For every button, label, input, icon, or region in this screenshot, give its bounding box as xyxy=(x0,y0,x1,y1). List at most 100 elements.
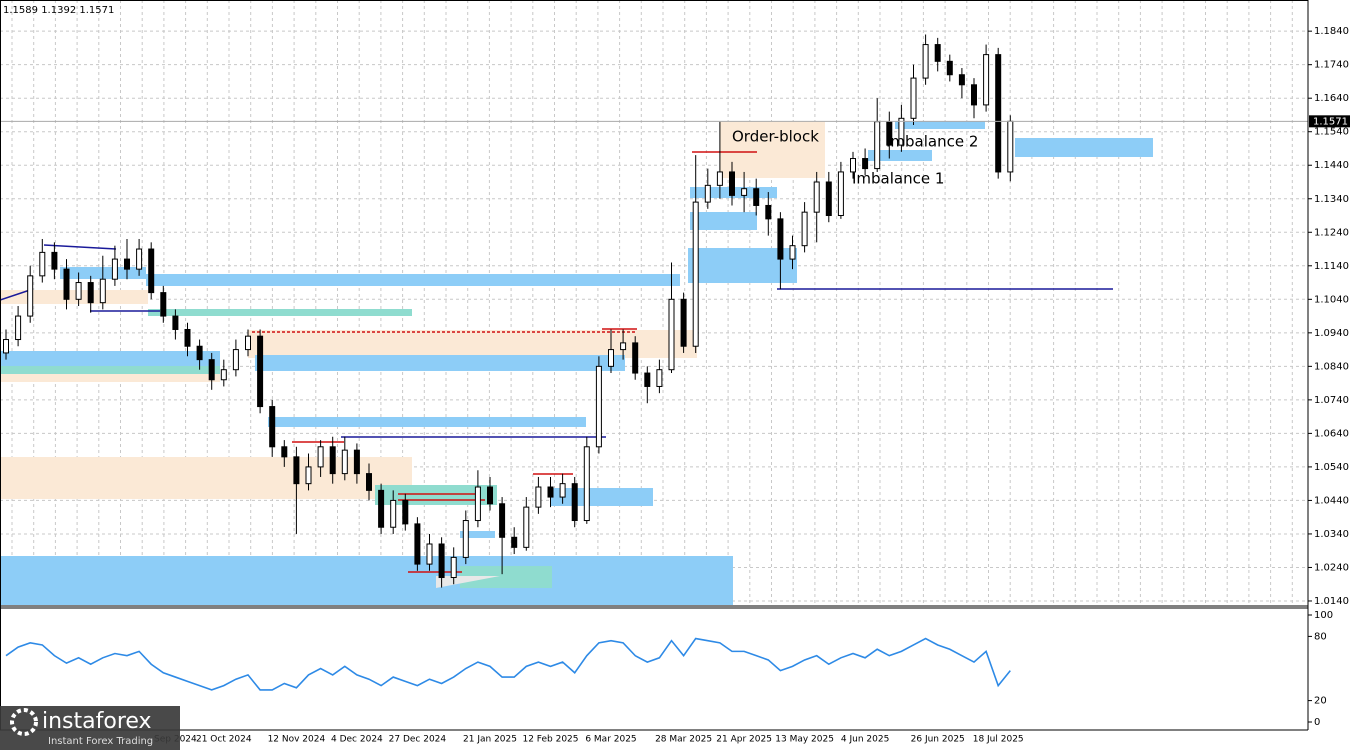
candle-body xyxy=(184,328,191,347)
candle-body xyxy=(511,536,518,548)
candle-body xyxy=(124,258,130,270)
order-block-zone xyxy=(0,457,412,499)
imbalance-zone xyxy=(690,212,757,230)
y-tick-label: 1.1840 xyxy=(1314,26,1349,37)
level-line xyxy=(0,289,31,301)
candle-body xyxy=(898,117,905,146)
x-tick-label: 21 Jan 2025 xyxy=(463,735,517,745)
y-tick-label: 1.1540 xyxy=(1314,127,1349,138)
candle-body xyxy=(547,486,554,498)
candle-body xyxy=(608,349,614,367)
logo-brand: instaforex xyxy=(42,709,152,734)
y-tick-label: 0 xyxy=(1314,717,1320,728)
candle-body xyxy=(63,268,70,300)
y-tick-label: 1.0440 xyxy=(1314,495,1349,506)
candle-body xyxy=(995,54,1002,173)
candle-body xyxy=(305,466,312,485)
rsi-line xyxy=(5,637,1011,691)
imbalance-zone xyxy=(255,355,625,371)
annotation: Order-block xyxy=(732,128,819,146)
candle-body xyxy=(160,292,167,317)
candle-body xyxy=(232,349,239,371)
order-block-zone xyxy=(720,121,825,178)
candle-body xyxy=(704,184,711,203)
x-tick-label: 18 Jul 2025 xyxy=(973,735,1024,745)
levels xyxy=(0,151,1113,573)
y-tick-label: 1.0940 xyxy=(1314,328,1349,339)
candle-body xyxy=(656,369,663,387)
candle-body xyxy=(971,84,977,106)
ohlc-value: 1.1589 xyxy=(3,5,38,16)
imbalance-zone xyxy=(148,309,412,316)
annotation: Imbalance 1 xyxy=(852,170,944,188)
y-tick-label: 1.1640 xyxy=(1314,93,1349,104)
x-tick-label: 4 Jun 2025 xyxy=(841,735,889,745)
candle-body xyxy=(680,298,687,347)
y-tick-label: 1.0340 xyxy=(1314,529,1349,540)
candle-body xyxy=(729,171,735,196)
candle-body xyxy=(136,248,143,270)
ohlc-header: 1.1589 1.1392 1.1571 xyxy=(3,5,114,16)
y-tick-label: 1.1140 xyxy=(1314,261,1349,272)
candle-body xyxy=(946,60,953,76)
candle-body xyxy=(983,54,990,106)
candle-body xyxy=(910,77,917,119)
annotation: Imbalance 2 xyxy=(886,133,978,151)
candle-body xyxy=(874,121,881,170)
candle-body xyxy=(862,158,869,170)
candle-body xyxy=(3,339,9,354)
x-tick-label: 12 Feb 2025 xyxy=(522,735,578,745)
candle-body xyxy=(620,342,627,351)
y-tick-label: 1.0740 xyxy=(1314,395,1349,406)
x-tick-label: 6 Mar 2025 xyxy=(585,735,636,745)
y-tick-label: 1.1340 xyxy=(1314,194,1349,205)
imbalance-zone xyxy=(460,566,552,588)
candle-body xyxy=(583,446,590,522)
candle-body xyxy=(523,506,530,548)
y-tick-label: 1.1740 xyxy=(1314,60,1349,71)
imbalance-zone xyxy=(268,417,586,427)
candle-body xyxy=(426,543,433,565)
candle-body xyxy=(196,345,203,361)
imbalance-zone xyxy=(0,351,220,366)
candle-body xyxy=(958,74,965,86)
candle-body xyxy=(99,278,106,304)
candle-body xyxy=(75,282,82,300)
imbalance-zone xyxy=(460,531,495,538)
zones xyxy=(0,121,1153,605)
y-tick-label: 1.1240 xyxy=(1314,227,1349,238)
candle-body xyxy=(51,251,58,270)
ohlc-value: 1.1392 xyxy=(41,5,76,16)
candle-body xyxy=(777,218,784,260)
logo-icon xyxy=(10,708,38,736)
candle-body xyxy=(487,486,493,505)
level-line xyxy=(43,244,117,250)
current-price-box xyxy=(1309,115,1350,128)
candle-body xyxy=(15,315,22,341)
candle-body xyxy=(934,44,941,62)
logo: instaforex Instant Forex Trading xyxy=(0,706,180,750)
order-block-zone xyxy=(248,330,697,358)
candle-body xyxy=(837,171,844,217)
y-tick-label: 1.0540 xyxy=(1314,462,1349,473)
candle-body xyxy=(257,335,264,408)
x-tick-label: 21 Apr 2025 xyxy=(716,735,772,745)
y-tick-label: 80 xyxy=(1314,631,1327,642)
order-block-zone xyxy=(0,372,220,382)
x-tick-label: 12 Nov 2024 xyxy=(268,735,326,745)
candle-body xyxy=(39,251,46,277)
candle-body xyxy=(245,335,251,351)
x-tick-label: 21 Oct 2024 xyxy=(196,735,252,745)
candle-body xyxy=(281,446,288,458)
y-tick-label: 1.1440 xyxy=(1314,160,1349,171)
candle-body xyxy=(414,523,421,565)
candle-body xyxy=(499,503,506,538)
y-tick-label: 1.0640 xyxy=(1314,428,1349,439)
x-tick-label: 4 Dec 2024 xyxy=(331,735,383,745)
candle-body xyxy=(571,483,578,522)
triangle xyxy=(436,576,500,588)
y-tick-label: 100 xyxy=(1314,610,1333,621)
candle-body xyxy=(293,456,300,485)
candle-body xyxy=(208,359,215,381)
